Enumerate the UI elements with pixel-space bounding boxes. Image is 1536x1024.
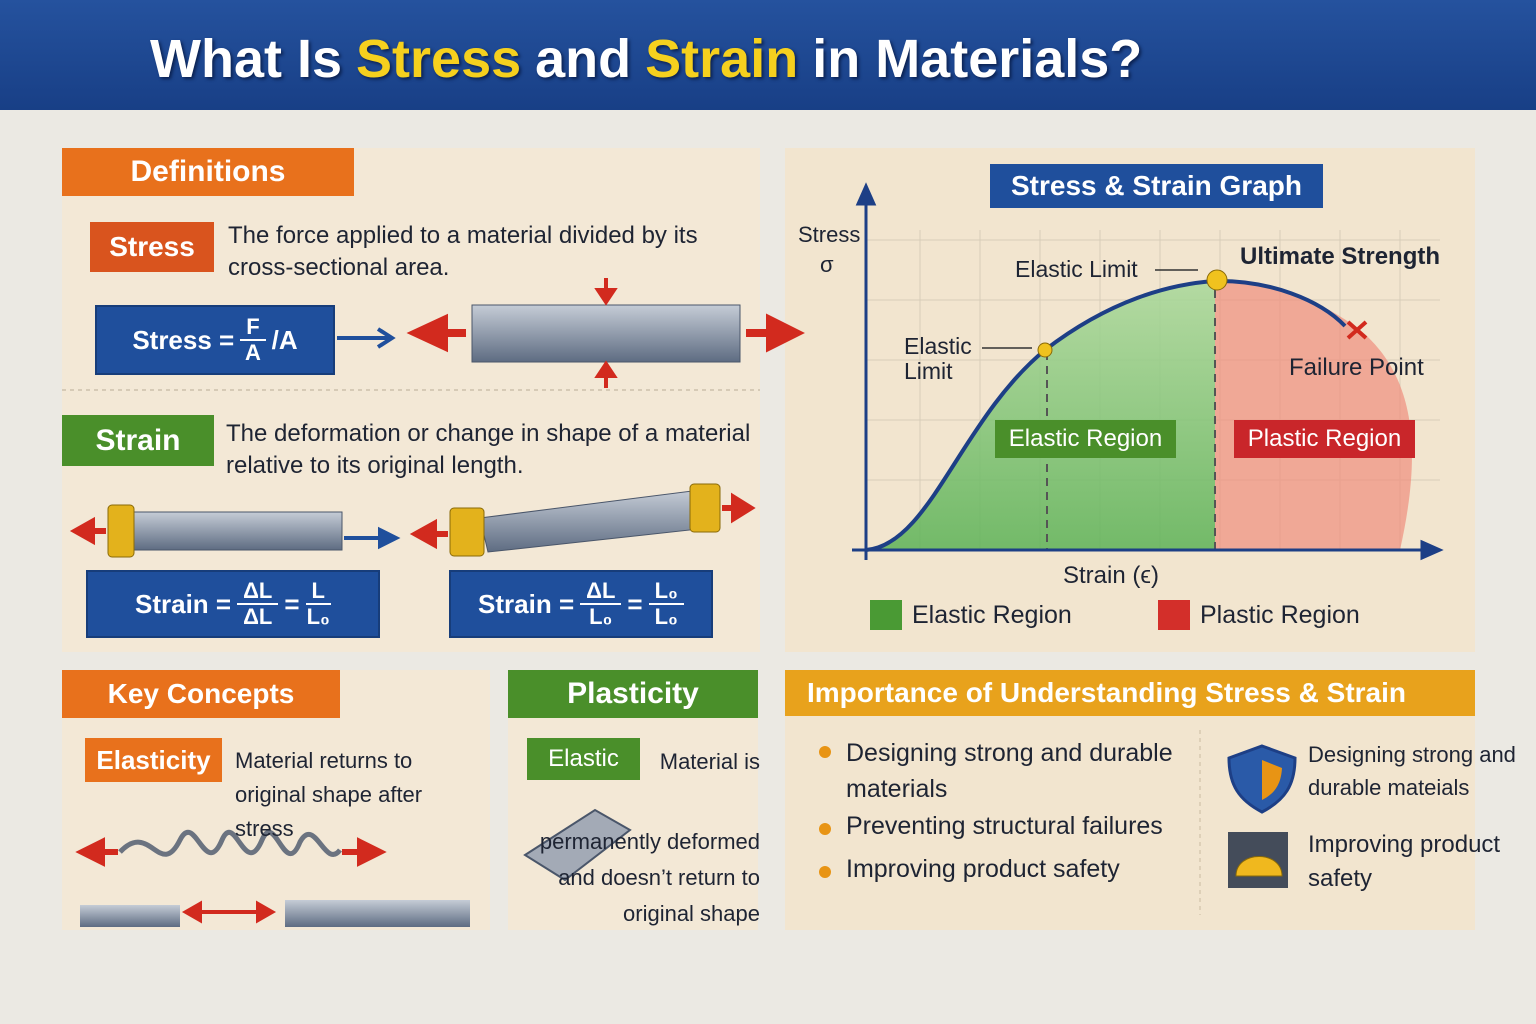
numerator: ΔL: [580, 579, 622, 605]
section-heading: Plasticity: [508, 670, 758, 718]
y-axis-symbol: σ: [820, 252, 834, 277]
fraction: ΔL L₀: [580, 579, 622, 629]
numerator: F: [240, 315, 266, 341]
stress-strain-curve: [865, 278, 1347, 552]
denominator: L₀: [589, 604, 613, 629]
bullet: [819, 866, 831, 878]
term-text: Material is permanently deformed and doe…: [520, 744, 760, 932]
header-band: [0, 0, 1536, 110]
term-text: The force applied to a material divided …: [228, 222, 698, 281]
bullet-text: Designing strong and durable materials: [846, 739, 1173, 803]
axes: [852, 182, 1444, 561]
helmet-icon: [1235, 856, 1283, 877]
clamp: [689, 483, 721, 533]
title-part: and: [535, 29, 632, 89]
legend-swatch: [1158, 600, 1190, 630]
section-heading: Definitions: [62, 148, 354, 196]
x-axis-label: Strain (ϵ): [1063, 562, 1159, 589]
title-highlight: Stress: [356, 29, 522, 89]
term-label: Stress: [90, 222, 214, 272]
formula-text: Strain =: [135, 588, 232, 619]
region-label: Plastic Region: [1234, 420, 1415, 458]
legend-label: Plastic Region: [1200, 601, 1360, 629]
y-axis-label: Stress: [798, 222, 861, 247]
denominator: A: [245, 340, 261, 365]
bullet-text: Improving product safety: [846, 855, 1120, 883]
bullet-text: Preventing structural failures: [846, 812, 1163, 840]
bullet: [819, 823, 831, 835]
elastic-area: [866, 281, 1215, 550]
arrow: [409, 492, 756, 550]
arrow: [181, 900, 277, 924]
spring: [118, 829, 342, 857]
icon-text: Improving product safety: [1308, 831, 1501, 892]
plastic-area: [1215, 280, 1412, 550]
title-highlight: Strain: [645, 29, 799, 89]
numerator: L: [305, 579, 331, 605]
region-label: Elastic Region: [995, 420, 1176, 458]
annotation: Elastic Limit: [904, 333, 972, 384]
fraction: ΔL ΔL: [237, 579, 279, 629]
term-label: Elastic: [527, 738, 640, 780]
graph-title: Stress & Strain Graph: [990, 164, 1323, 208]
arrow: [406, 313, 466, 353]
term-text: Material is permanently deformed and doe…: [539, 749, 760, 926]
term-label: Elasticity: [85, 738, 222, 782]
steel-bar: [80, 905, 180, 927]
arrow: [69, 516, 106, 546]
formula: Strain = ΔL L₀ = L₀ L₀: [449, 570, 713, 638]
steel-bar: [471, 304, 741, 363]
section-heading: Key Concepts: [62, 670, 340, 718]
formula-text: =: [284, 588, 300, 619]
title: What Is Stress and Strain in Materials?: [150, 28, 1142, 90]
clamp: [107, 504, 135, 558]
term-label: Strain: [62, 415, 214, 466]
denominator: L₀: [654, 604, 678, 629]
title-part: What Is: [150, 29, 343, 89]
bullet: [819, 746, 831, 758]
numerator: L₀: [648, 579, 684, 605]
ultimate-point: [1206, 269, 1228, 291]
failure-mark: [1346, 320, 1368, 340]
arrow: [594, 278, 618, 388]
formula-text: Stress =: [132, 324, 235, 355]
clamp: [449, 507, 485, 557]
fraction: L₀ L₀: [648, 579, 684, 629]
denominator: L₀: [306, 604, 330, 629]
numerator: ΔL: [237, 579, 279, 605]
fraction: L L₀: [305, 579, 331, 629]
legend-label: Elastic Region: [912, 601, 1072, 629]
shield-icon: [1262, 760, 1282, 800]
legend-swatch: [870, 600, 902, 630]
section-heading: Importance of Understanding Stress & Str…: [785, 670, 1475, 716]
elastic-limit-point: [1037, 342, 1053, 358]
steel-bar: [285, 900, 470, 927]
arrow: [75, 837, 387, 867]
formula-text: =: [627, 588, 643, 619]
icon-text: Designing strong and durable mateials: [1308, 742, 1516, 800]
formula-text: /A: [271, 324, 298, 355]
annotation: Ultimate Strength: [1240, 243, 1441, 270]
term-text: The deformation or change in shape of a …: [226, 420, 751, 479]
formula: Strain = ΔL ΔL = L L₀: [86, 570, 380, 638]
leader-line: [982, 269, 1198, 349]
annotation: Failure Point: [1289, 354, 1424, 381]
arrow: [337, 327, 396, 349]
annotation: Elastic Limit: [1015, 256, 1138, 282]
arrow: [344, 526, 401, 550]
term-text: Material returns to original shape after…: [235, 748, 423, 841]
deformed-block: [523, 808, 632, 882]
spacer: [520, 744, 650, 824]
formula-text: Strain =: [478, 588, 575, 619]
arrow: [746, 313, 805, 353]
title-part: in Materials?: [812, 29, 1143, 89]
denominator: ΔL: [243, 604, 273, 629]
steel-bar: [127, 511, 343, 551]
